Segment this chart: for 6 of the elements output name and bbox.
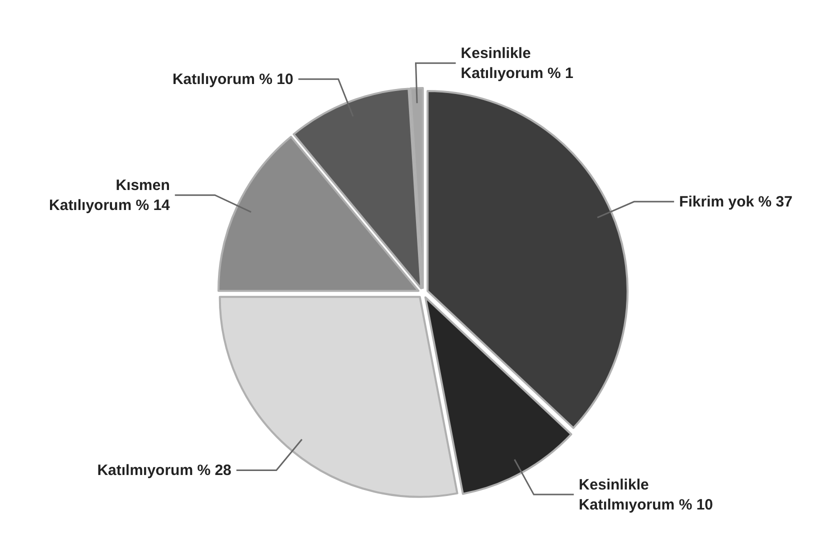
slice-label: Fikrim yok % 37 [679,194,792,211]
slice-label: Katılıyorum % 10 [172,71,294,88]
slice-label: Katılmıyorum % 28 [97,462,232,480]
slice-label: Kesinlikle Katılmıyorum % 10 [578,476,714,514]
slice-label: Kesinlikle Katılıyorum % 1 [460,45,574,82]
slice-label: Kısmen Katılıyorum % 14 [49,177,171,214]
